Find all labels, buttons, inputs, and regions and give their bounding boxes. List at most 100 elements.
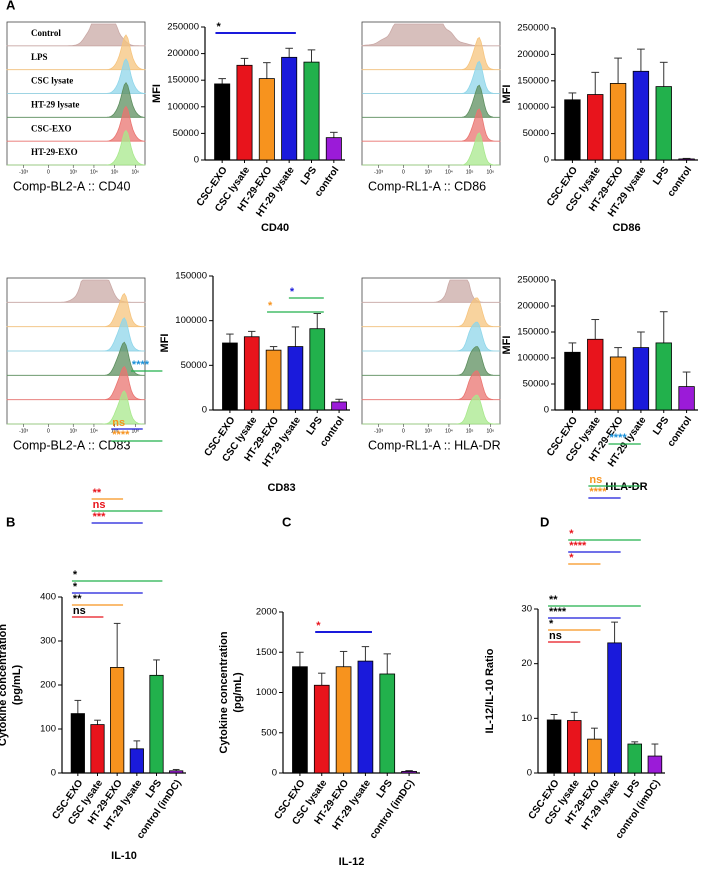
- histogram-peak: [362, 132, 500, 166]
- y-tick-label: 100000: [175, 315, 207, 326]
- y-tick-label: 1000: [256, 687, 277, 698]
- histogram-tick-label: 10⁶: [132, 428, 140, 434]
- y-tick-label: 250000: [517, 275, 549, 286]
- histogram-peak: [7, 317, 145, 352]
- histogram-peak: [361, 84, 501, 118]
- bar: [90, 724, 105, 774]
- histogram-peak: [361, 346, 501, 376]
- x-axis-label: IL-10: [111, 850, 137, 862]
- histogram-tick-label: 10⁶: [132, 169, 140, 175]
- y-tick-label: 0: [202, 405, 207, 416]
- bar: [609, 83, 627, 161]
- row-label: HT-29 lysate: [31, 99, 79, 109]
- x-axis-label: HLA-DR: [605, 481, 647, 493]
- x-axis-label: IL-12: [339, 856, 365, 868]
- y-tick-label: 200000: [517, 49, 549, 60]
- y-tick-label: 100: [40, 724, 56, 735]
- bar: [70, 713, 85, 774]
- histogram-peak: [6, 34, 146, 71]
- significance-label: ****: [132, 359, 150, 371]
- y-tick-label: 250000: [167, 22, 199, 33]
- histogram-tick-label: 0: [47, 428, 50, 434]
- significance-label: **: [549, 594, 558, 606]
- histogram-peak: [362, 60, 500, 94]
- y-axis-label: Cytokine concentration: [0, 624, 9, 747]
- significance-label: ***: [93, 511, 107, 523]
- bar: [303, 61, 320, 161]
- panel-label: B: [6, 514, 15, 529]
- row-label: HT-29-EXO: [31, 147, 78, 157]
- bar: [564, 351, 581, 411]
- y-tick-label: 0: [544, 405, 549, 416]
- significance-label: *: [268, 300, 273, 312]
- histogram-tick-label: -10³: [19, 169, 28, 175]
- bar: [587, 338, 604, 411]
- x-axis-label: CD86: [612, 222, 640, 234]
- panel-label: D: [540, 514, 549, 529]
- histogram-tick-label: -10³: [374, 169, 383, 175]
- y-tick-label: 10: [521, 713, 532, 724]
- significance-label: *: [316, 620, 321, 632]
- bar: [655, 342, 672, 411]
- bar: [678, 158, 695, 161]
- histogram-tick-label: 10³: [70, 428, 78, 434]
- y-tick-label: 50000: [173, 128, 199, 139]
- histogram-peak: [361, 297, 501, 328]
- y-tick-label: 100000: [517, 102, 549, 113]
- bar: [214, 83, 231, 161]
- bar: [129, 748, 144, 774]
- bar: [607, 642, 622, 774]
- panel-label: A: [6, 0, 16, 12]
- row-label: CSC-EXO: [31, 123, 72, 133]
- y-tick-label: 1500: [256, 647, 277, 658]
- histogram-tick-label: 10⁴: [90, 428, 98, 434]
- y-axis-label: (pg/mL): [232, 672, 244, 713]
- bar: [632, 70, 650, 161]
- histogram-peak: [361, 108, 501, 142]
- y-tick-label: 0: [544, 155, 549, 166]
- significance-label: ****: [549, 606, 567, 618]
- y-tick-label: 150000: [517, 327, 549, 338]
- histogram-tick-label: 10⁵: [111, 428, 119, 434]
- y-tick-label: 30: [521, 604, 532, 615]
- y-axis-label: MFI: [151, 84, 163, 103]
- bar: [258, 78, 275, 161]
- bar: [236, 64, 253, 161]
- y-tick-label: 0: [51, 768, 56, 779]
- bar: [325, 137, 342, 161]
- significance-label: **: [73, 593, 82, 605]
- bar: [313, 684, 330, 774]
- significance-label: ns: [589, 474, 602, 486]
- y-tick-label: 150000: [517, 75, 549, 86]
- histogram-peak: [7, 58, 146, 94]
- y-axis-label: Cytokine concentration: [218, 631, 230, 754]
- bar: [335, 666, 352, 774]
- panel-label: C: [282, 514, 292, 529]
- bar: [357, 660, 374, 774]
- bar: [265, 349, 282, 411]
- y-tick-label: 100000: [517, 353, 549, 364]
- histogram-tick-label: 10⁴: [90, 169, 98, 175]
- histogram-tick-label: 0: [402, 169, 405, 175]
- histogram-axis-title: Comp-BL2-A :: CD83: [13, 438, 130, 452]
- y-tick-label: 200: [40, 680, 56, 691]
- y-tick-label: 150000: [167, 75, 199, 86]
- significance-label: ****: [569, 540, 587, 552]
- y-axis-label: MFI: [501, 85, 513, 104]
- histogram-tick-label: 10⁵: [466, 169, 474, 175]
- y-tick-label: 200000: [517, 301, 549, 312]
- histogram-tick-label: 10⁶: [487, 428, 495, 434]
- y-tick-label: 200000: [167, 48, 199, 59]
- histogram-tick-label: 10⁴: [445, 428, 453, 434]
- row-label: CSC lysate: [31, 76, 73, 86]
- y-tick-label: 500: [261, 727, 277, 738]
- bar: [678, 386, 695, 411]
- histogram-tick-label: 10³: [425, 169, 433, 175]
- histogram-axis-title: Comp-RL1-A :: HLA-DR: [368, 438, 501, 452]
- y-tick-label: 250000: [517, 23, 549, 34]
- histogram-axis-title: Comp-RL1-A :: CD86: [368, 179, 486, 193]
- histogram-tick-label: -10³: [19, 428, 28, 434]
- significance-label: *: [569, 528, 574, 540]
- histogram-peak: [362, 394, 500, 425]
- significance-label: *: [290, 286, 295, 298]
